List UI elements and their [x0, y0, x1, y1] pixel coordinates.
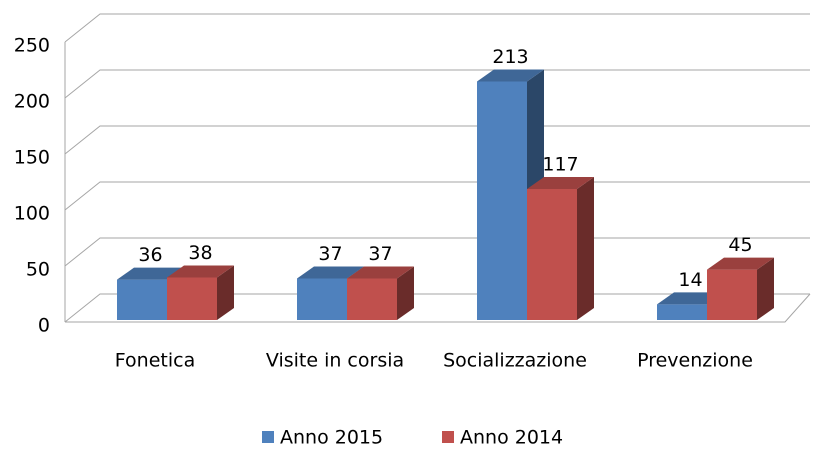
value-label: 37: [368, 243, 392, 265]
legend-label: Anno 2015: [280, 427, 383, 449]
legend-swatch: [442, 431, 454, 443]
bar-face: [527, 188, 577, 320]
bar: [707, 257, 774, 320]
x-tick-label: Prevenzione: [637, 350, 753, 372]
bar-face: [657, 304, 707, 320]
y-tick-label: 0: [38, 315, 50, 337]
y-tick-label: 150: [14, 147, 50, 169]
x-tick-label: Fonetica: [115, 350, 195, 372]
bar-face: [117, 267, 184, 280]
bar-face: [707, 257, 774, 270]
bar-face: [347, 278, 397, 320]
bar-face: [217, 265, 234, 320]
bar-face: [707, 269, 757, 320]
grid-line: [64, 237, 810, 267]
y-tick-label: 100: [14, 203, 50, 225]
bar-face: [477, 81, 527, 320]
y-tick-label: 250: [14, 35, 50, 57]
bar: [167, 265, 234, 320]
x-tick-label: Socializzazione: [443, 350, 587, 372]
legend-label: Anno 2014: [460, 427, 563, 449]
floor-edge: [65, 293, 811, 323]
grid-line: [64, 69, 810, 99]
bar-face: [397, 266, 414, 320]
value-label: 14: [678, 269, 702, 291]
bar-face: [477, 69, 544, 82]
bar-face: [347, 266, 414, 279]
bar-face: [297, 278, 347, 320]
bar: [527, 176, 594, 320]
bar-face: [167, 265, 234, 278]
bar-face: [297, 266, 364, 279]
bar-face: [167, 277, 217, 320]
x-tick-label: Visite in corsia: [266, 350, 404, 372]
legend-swatch: [262, 431, 274, 443]
y-tick-label: 200: [14, 91, 50, 113]
value-label: 213: [492, 46, 528, 68]
grid-line: [64, 13, 810, 43]
value-label: 45: [728, 234, 752, 256]
bar-face: [757, 257, 774, 320]
bar-face: [527, 176, 594, 189]
grid-line: [64, 181, 810, 211]
y-tick-label: 50: [26, 259, 50, 281]
value-label: 117: [542, 153, 578, 175]
value-label: 36: [138, 244, 162, 266]
value-label: 37: [318, 243, 342, 265]
value-label: 38: [188, 242, 212, 264]
bar-face: [577, 176, 594, 320]
grid-line: [64, 125, 810, 155]
bar: [347, 266, 414, 320]
bar-face: [117, 279, 167, 320]
